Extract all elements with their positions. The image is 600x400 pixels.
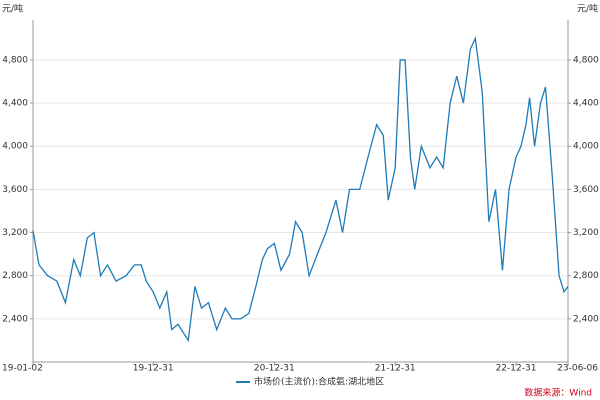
y2-tick-label: 2,800 (573, 271, 599, 281)
y-tick-label: 4,800 (2, 55, 28, 65)
x-tick-label: 20-12-31 (254, 364, 295, 374)
y2-tick-label: 2,400 (573, 314, 599, 324)
y-axis-unit: 元/吨 (2, 3, 23, 15)
y-tick-label: 3,600 (2, 185, 28, 195)
y2-tick-label: 3,600 (573, 185, 599, 195)
y2-tick-label: 3,200 (573, 228, 599, 238)
y-tick-label: 3,200 (2, 228, 28, 238)
y-tick-label: 4,400 (2, 99, 28, 109)
y2-axis-unit: 元/吨 (577, 3, 598, 15)
x-tick-label: 22-12-31 (496, 364, 537, 374)
y2-tick-label: 4,800 (573, 55, 599, 65)
y2-tick-label: 4,400 (573, 99, 599, 109)
y2-tick-label: 4,000 (573, 142, 599, 152)
y-tick-label: 4,000 (2, 142, 28, 152)
data-line (32, 36, 569, 343)
y-tick-label: 2,400 (2, 314, 28, 324)
x-tick-label: 19-12-31 (133, 364, 174, 374)
source: 数据来源：Wind (524, 387, 592, 399)
x-tick-label: 21-12-31 (375, 364, 416, 374)
x-tick-label: 19-01-02 (2, 364, 43, 374)
y-tick-label: 2,800 (2, 271, 28, 281)
legend-label: 市场价(主流价):合成氨:湖北地区 (254, 376, 384, 388)
x-tick-label: 23-06-06 (557, 364, 598, 374)
